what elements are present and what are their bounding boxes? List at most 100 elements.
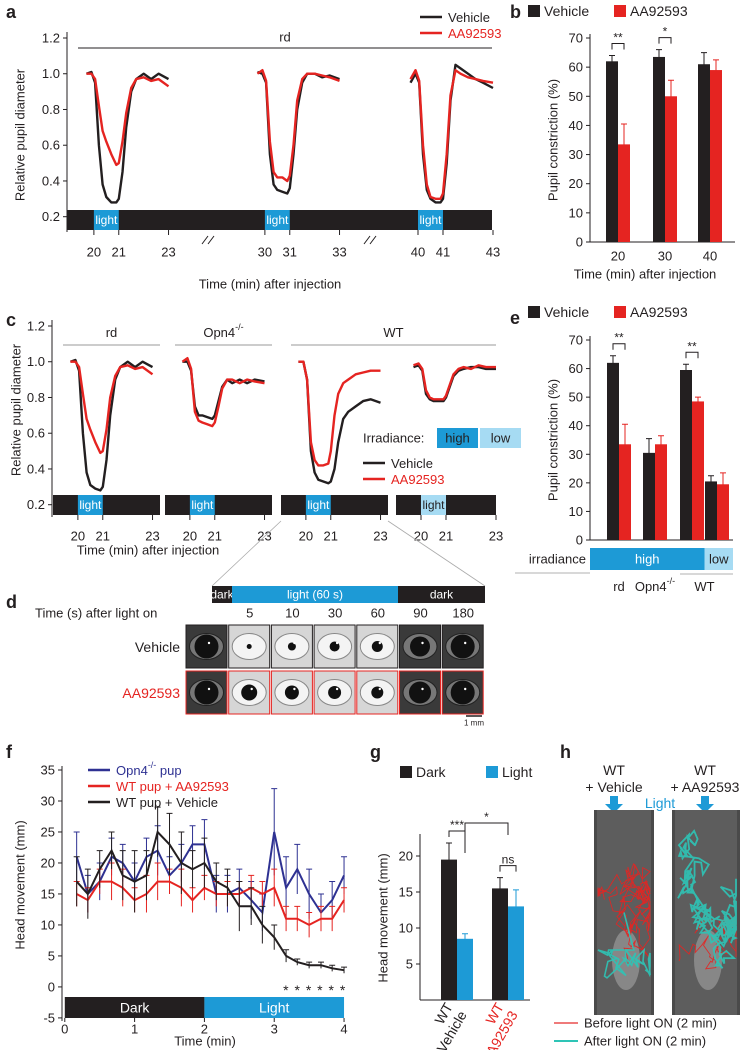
bar [457, 938, 473, 1000]
error-bar [656, 49, 662, 65]
pupil [450, 680, 475, 705]
bar [705, 481, 717, 540]
y-tick-label: 70 [569, 333, 583, 348]
y-tick-label: 10 [569, 205, 583, 220]
x-tick-label: 1 [131, 1022, 138, 1037]
panel-label: e [510, 308, 520, 328]
light-label: light [191, 498, 214, 512]
light-bar [77, 495, 103, 515]
y-tick-label: 5 [48, 948, 55, 963]
legend-label: Vehicle [448, 10, 490, 25]
legend-swatch [480, 428, 521, 448]
pupil [194, 680, 219, 705]
x-tick-label: 20 [414, 529, 428, 544]
light-bar [93, 210, 119, 230]
zoom-line [387, 520, 486, 587]
glint [207, 641, 211, 645]
error-bar [462, 933, 468, 944]
x-tick-label-part: Opn4 [635, 579, 667, 594]
trace [86, 70, 170, 204]
stimulus-label: Light [645, 795, 675, 811]
row-label: AA92593 [122, 685, 180, 701]
group-label: WT [603, 762, 625, 778]
legend-label: AA92593 [448, 26, 502, 41]
y-tick-label: 35 [41, 763, 55, 778]
bar [653, 56, 665, 242]
legend-label-part: WT pup + AA92593 [116, 779, 229, 794]
y-tick-label: 0.2 [27, 497, 45, 512]
x-tick-label: 20 [299, 529, 313, 544]
trace [409, 69, 494, 200]
significance: ns [502, 853, 515, 867]
bar [492, 888, 508, 1000]
bar [692, 401, 704, 540]
series-line [75, 831, 345, 915]
y-tick-label: 30 [569, 147, 583, 162]
axis-break [369, 235, 377, 245]
y-tick-label: 1.2 [42, 31, 60, 46]
y-axis-title: Head movement (mm) [376, 853, 391, 982]
x-tick-label: 40 [411, 245, 425, 260]
time-label: 90 [413, 606, 427, 621]
x-tick-label: 4 [340, 1022, 347, 1037]
time-axis-label: Time (s) after light on [35, 606, 157, 621]
significance-bracket [658, 37, 672, 44]
legend-label: After light ON (2 min) [584, 1034, 706, 1049]
x-tick-label: WT+AA92593 [460, 1000, 521, 1050]
error-bar [701, 52, 707, 76]
legend-label: Vehicle [391, 456, 433, 471]
light-label: light [307, 498, 330, 512]
x-tick-label: 0 [61, 1022, 68, 1037]
group-label-part: WT [383, 325, 403, 340]
significance: ** [687, 339, 697, 353]
pupil [410, 636, 430, 657]
x-tick-label: Opn4-/- [635, 576, 675, 594]
significance: * * * * * * [283, 982, 346, 998]
y-tick-label: 30 [569, 447, 583, 462]
legend-label: Light [502, 764, 532, 780]
x-tick-label: 20 [611, 249, 625, 264]
light-bar [189, 495, 215, 515]
x-tick-label-part: WT [694, 579, 714, 594]
significance-bracket [499, 865, 517, 872]
error-bar [622, 423, 628, 465]
x-tick-label: 23 [373, 529, 387, 544]
group-label: WT [694, 762, 716, 778]
y-tick-label: 15 [399, 885, 413, 900]
x-tick-label: 21 [96, 529, 110, 544]
significance: ** [614, 331, 624, 345]
x-tick-label-part: rd [613, 579, 625, 594]
light-bar [305, 495, 331, 515]
legend-swatch [528, 306, 540, 318]
x-tick-label: rd [613, 579, 625, 594]
y-tick-label: 70 [569, 31, 583, 46]
group-label: rd [106, 325, 118, 340]
legend-label: AA92593 [630, 3, 688, 19]
y-tick-label: 20 [41, 855, 55, 870]
y-tick-label: 0.6 [42, 138, 60, 153]
irradiance-level: high [635, 552, 660, 567]
light-label: light [79, 498, 102, 512]
glint [378, 641, 381, 645]
series-line [76, 880, 345, 927]
legend-label: Vehicle [544, 3, 589, 19]
y-tick-label: 25 [41, 824, 55, 839]
y-tick-label: 1.0 [27, 354, 45, 369]
error-bar [497, 877, 503, 900]
light-label: light [95, 213, 118, 227]
dark-bar [165, 495, 272, 515]
timeline-label: dark [430, 588, 454, 602]
error-bar [446, 842, 452, 877]
legend-title: Irradiance: [363, 431, 424, 446]
timeline-label: light (60 s) [287, 588, 343, 602]
y-tick-label: 0.6 [27, 426, 45, 441]
error-bar [609, 54, 615, 68]
legend-label-part: Vehicle [448, 10, 490, 25]
x-tick-label: 2 [201, 1022, 208, 1037]
error-bar [668, 79, 674, 113]
light-bar [421, 495, 446, 515]
error-bar [73, 856, 80, 907]
glint [250, 641, 253, 645]
y-tick-label: 0.8 [42, 102, 60, 117]
significance-bracket [611, 42, 625, 50]
